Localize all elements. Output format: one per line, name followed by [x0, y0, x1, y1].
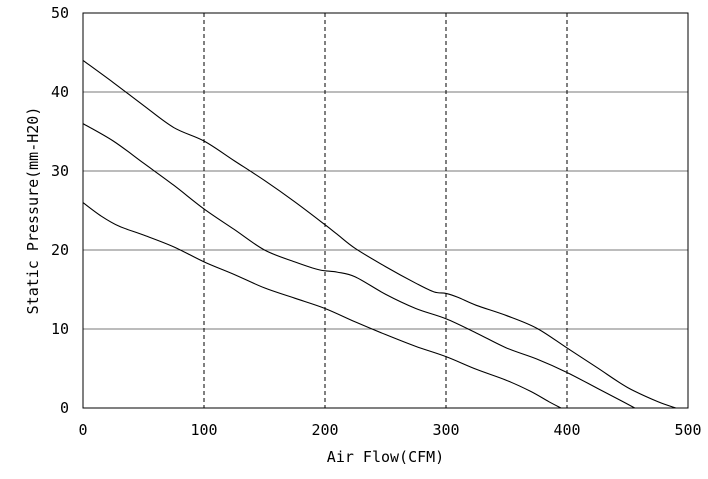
x-tick-label: 200: [311, 421, 338, 439]
series-curves: [82, 59, 677, 409]
y-tick-label: 50: [51, 4, 69, 22]
plot-frame: [82, 12, 689, 409]
y-tick-label: 10: [51, 320, 69, 338]
y-tick-label: 40: [51, 83, 69, 101]
grid: [83, 13, 688, 408]
x-tick-label: 300: [432, 421, 459, 439]
x-tick-label: 0: [78, 421, 87, 439]
x-tick-label: 400: [553, 421, 580, 439]
y-axis-label: Static Pressure(mm-H20): [24, 107, 42, 315]
series-line-1: [82, 59, 677, 409]
y-tick-label: 30: [51, 162, 69, 180]
x-tick-label: 100: [190, 421, 217, 439]
y-tick-label: 0: [60, 399, 69, 417]
y-tick-label: 20: [51, 241, 69, 259]
series-line-3: [82, 202, 562, 409]
x-axis-label: Air Flow(CFM): [327, 448, 444, 466]
series-line-2: [82, 123, 636, 409]
x-tick-label: 500: [674, 421, 701, 439]
